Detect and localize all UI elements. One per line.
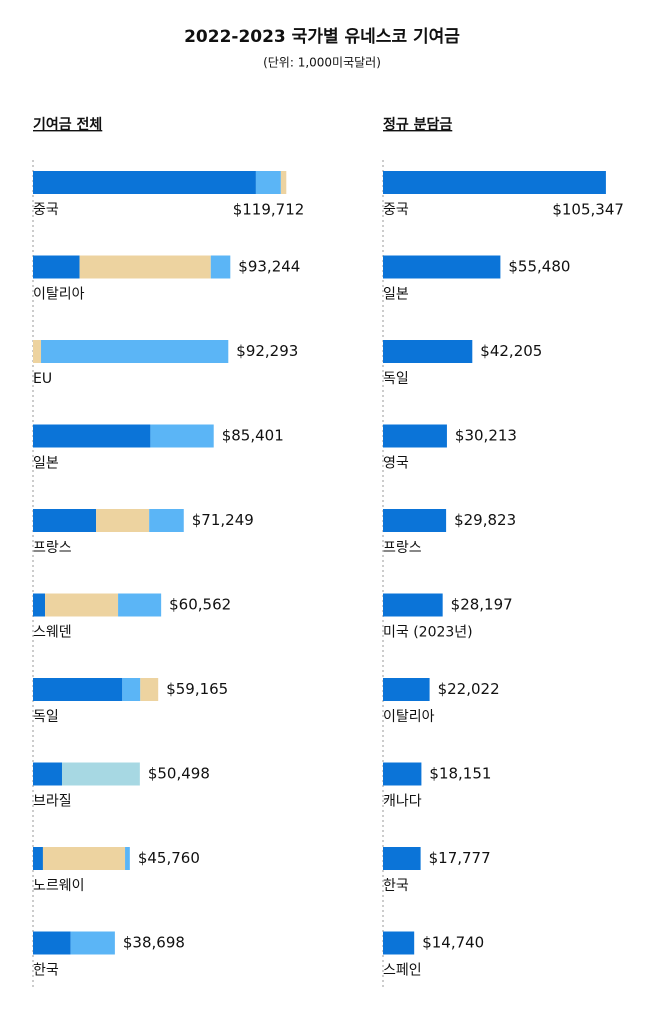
bar — [383, 509, 447, 532]
bar-segment — [33, 931, 71, 955]
value-label: $38,698 — [123, 934, 185, 952]
value-label: $28,197 — [451, 596, 513, 614]
bar — [383, 171, 606, 194]
category-label: 스웨덴 — [33, 625, 72, 641]
category-label: EU — [33, 371, 52, 387]
bar — [383, 255, 501, 279]
category-label: 일본 — [33, 456, 59, 472]
category-label: 중국 — [33, 202, 59, 218]
category-label: 노르웨이 — [33, 878, 85, 894]
value-label: $17,777 — [429, 849, 491, 867]
value-label: $93,244 — [238, 258, 300, 276]
value-label: $85,401 — [222, 427, 284, 445]
category-label: 브라질 — [33, 794, 72, 810]
bar-segment — [33, 424, 151, 448]
bar-segment — [125, 847, 130, 870]
bar — [383, 762, 422, 786]
bar-segment — [33, 593, 46, 617]
bar-segment — [70, 931, 115, 955]
bar-segment — [140, 678, 159, 701]
bar-segment — [33, 678, 123, 701]
bar-segment — [33, 509, 97, 532]
category-label: 프랑스 — [383, 540, 422, 556]
bar-segment — [45, 593, 119, 617]
value-label: $60,562 — [169, 596, 231, 614]
value-label: $18,151 — [429, 765, 491, 783]
value-label: $29,823 — [454, 511, 516, 529]
bar-segment — [33, 762, 62, 786]
value-label: $105,347 — [552, 201, 624, 219]
value-label: $50,498 — [148, 765, 210, 783]
value-label: $42,205 — [480, 342, 542, 360]
value-label: $71,249 — [192, 511, 254, 529]
category-label: 영국 — [383, 456, 409, 472]
bar — [383, 931, 415, 955]
bar — [383, 847, 421, 870]
chart-title: 2022-2023 국가별 유네스코 기여금 — [184, 27, 460, 47]
bar-segment — [33, 171, 256, 194]
bar-segment — [42, 847, 126, 870]
category-label: 캐나다 — [383, 794, 422, 810]
category-label: 스페인 — [383, 963, 422, 979]
bar-segment — [61, 762, 140, 786]
value-label: $22,022 — [438, 680, 500, 698]
value-label: $55,480 — [508, 258, 570, 276]
category-label: 미국 (2023년) — [383, 625, 473, 641]
bar-segment — [280, 171, 287, 194]
bar-segment — [122, 678, 141, 701]
chart-subtitle: (단위: 1,000미국달러) — [263, 56, 381, 70]
bar-segment — [33, 255, 80, 279]
bar-segment — [210, 255, 231, 279]
value-label: $92,293 — [236, 342, 298, 360]
bar — [383, 340, 473, 363]
value-label: $59,165 — [166, 680, 228, 698]
value-label: $45,760 — [138, 849, 200, 867]
panel-title: 기여금 전체 — [33, 116, 102, 133]
bar-segment — [33, 847, 43, 870]
bar-segment — [96, 509, 150, 532]
value-label: $119,712 — [233, 201, 305, 219]
category-label: 독일 — [33, 709, 59, 725]
bar-segment — [150, 424, 214, 448]
category-label: 이탈리아 — [383, 709, 435, 725]
category-label: 이탈리아 — [33, 287, 85, 303]
bar — [383, 678, 430, 701]
category-label: 중국 — [383, 202, 409, 218]
bar — [383, 424, 447, 448]
bar-segment — [41, 340, 229, 363]
bar-segment — [33, 340, 42, 363]
bar-segment — [118, 593, 162, 617]
category-label: 프랑스 — [33, 540, 72, 556]
panel-title: 정규 분담금 — [383, 116, 452, 133]
bar — [383, 593, 443, 617]
bar-segment — [255, 171, 281, 194]
bar-segment — [149, 509, 184, 532]
value-label: $30,213 — [455, 427, 517, 445]
category-label: 독일 — [383, 371, 409, 387]
category-label: 한국 — [383, 878, 409, 894]
bar-segment — [79, 255, 211, 279]
category-label: 한국 — [33, 963, 59, 979]
value-label: $14,740 — [422, 934, 484, 952]
category-label: 일본 — [383, 287, 409, 303]
